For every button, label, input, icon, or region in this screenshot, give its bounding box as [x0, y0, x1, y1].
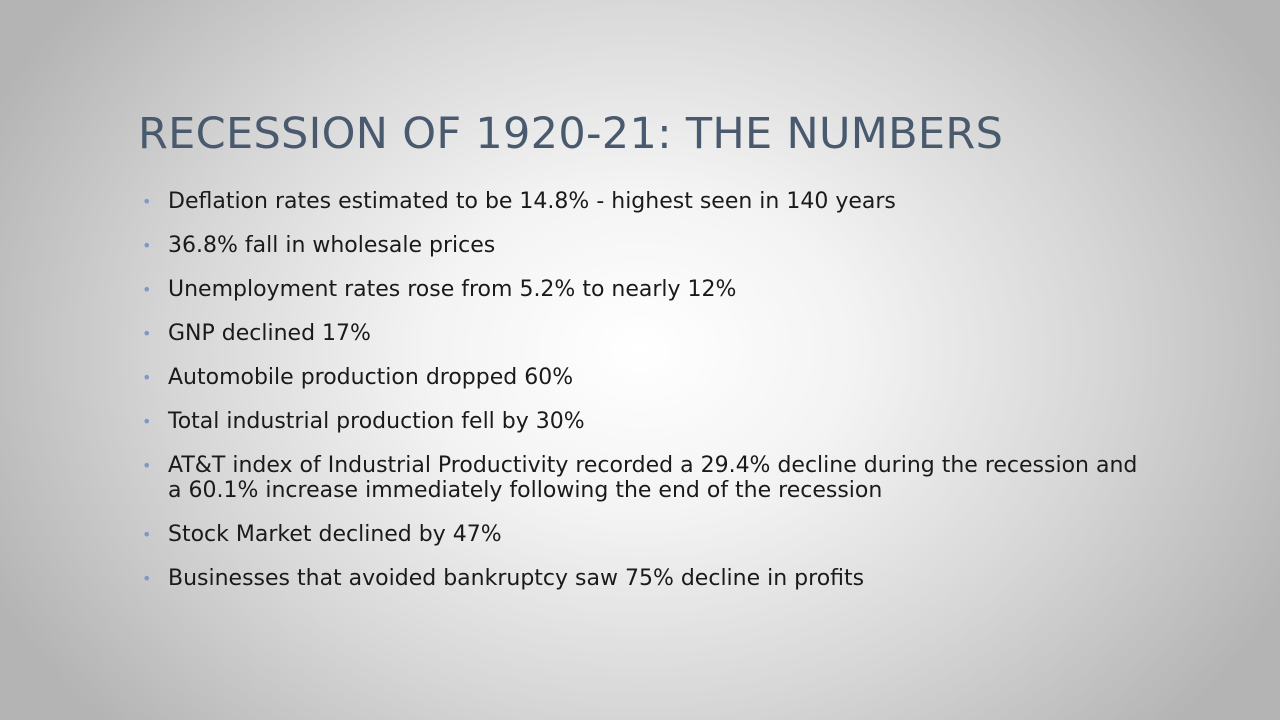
bullet-text: GNP declined 17%	[168, 321, 371, 346]
bullet-dot-icon: •	[142, 236, 152, 255]
bullet-dot-icon: •	[142, 525, 152, 544]
bullet-dot-icon: •	[142, 192, 152, 211]
bullet-item: • Businesses that avoided bankruptcy saw …	[142, 566, 1152, 591]
bullet-item: • Automobile production dropped 60%	[142, 365, 1152, 390]
bullet-text: Businesses that avoided bankruptcy saw 7…	[168, 566, 865, 591]
bullet-text: Deflation rates estimated to be 14.8% - …	[168, 189, 896, 214]
bullet-dot-icon: •	[142, 456, 152, 475]
bullet-item: • Stock Market declined by 47%	[142, 522, 1152, 547]
bullet-dot-icon: •	[142, 569, 152, 588]
slide-title: RECESSION OF 1920-21: THE NUMBERS	[138, 109, 1004, 159]
bullet-item: • Deflation rates estimated to be 14.8% -…	[142, 189, 1152, 214]
bullet-item: • Total industrial production fell by 30%	[142, 409, 1152, 434]
bullet-item: • GNP declined 17%	[142, 321, 1152, 346]
bullet-list: • Deflation rates estimated to be 14.8% -…	[142, 189, 1152, 610]
bullet-dot-icon: •	[142, 280, 152, 299]
bullet-dot-icon: •	[142, 368, 152, 387]
bullet-dot-icon: •	[142, 412, 152, 431]
bullet-item: • AT&T index of Industrial Productivity r…	[142, 453, 1152, 503]
bullet-item: • 36.8% fall in wholesale prices	[142, 233, 1152, 258]
bullet-text: 36.8% fall in wholesale prices	[168, 233, 496, 258]
bullet-item: • Unemployment rates rose from 5.2% to ne…	[142, 277, 1152, 302]
bullet-text: Automobile production dropped 60%	[168, 365, 574, 390]
bullet-text: AT&T index of Industrial Productivity re…	[168, 453, 1138, 503]
bullet-dot-icon: •	[142, 324, 152, 343]
bullet-text: Unemployment rates rose from 5.2% to nea…	[168, 277, 737, 302]
bullet-text: Total industrial production fell by 30%	[168, 409, 585, 434]
bullet-text: Stock Market declined by 47%	[168, 522, 502, 547]
